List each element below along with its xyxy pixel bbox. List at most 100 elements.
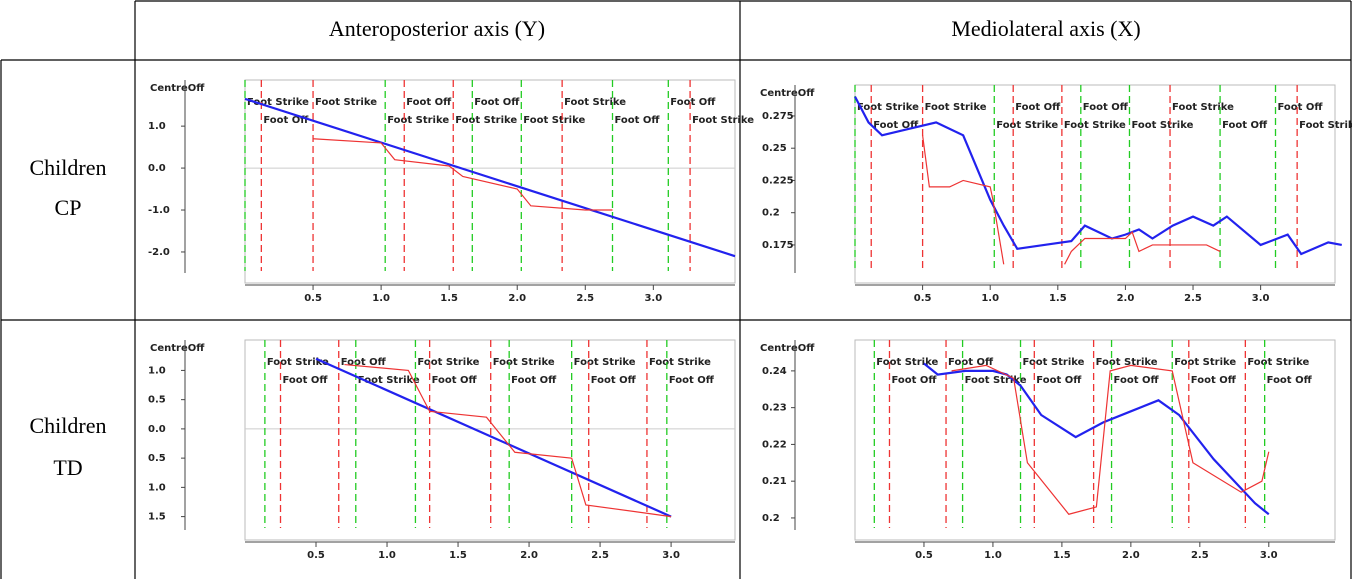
y-tick-label: 1.0 <box>148 365 166 376</box>
event-label: Foot Strike <box>315 97 377 108</box>
event-label: Foot Off <box>432 375 478 386</box>
event-label: Foot Strike <box>1131 120 1193 131</box>
event-label: Foot Off <box>615 115 661 126</box>
column-header: Anteroposterior axis (Y) <box>329 16 545 41</box>
event-label: Foot Strike <box>455 115 517 126</box>
row-label: TD <box>53 455 82 480</box>
x-tick-label: 2.5 <box>576 293 594 304</box>
series-line <box>922 135 1221 265</box>
x-tick-label: 2.0 <box>1122 550 1140 561</box>
y-tick-label: 1.5 <box>148 512 166 523</box>
series-line <box>344 363 672 518</box>
column-header: Mediolateral axis (X) <box>951 16 1140 41</box>
y-tick-label: 0.22 <box>762 439 787 450</box>
x-tick-label: 0.5 <box>914 293 932 304</box>
event-label: Foot Strike <box>417 357 479 368</box>
event-label: Foot Off <box>406 97 452 108</box>
x-tick-label: 1.5 <box>1053 550 1071 561</box>
row-label: CP <box>55 195 82 220</box>
event-label: Foot Off <box>511 375 557 386</box>
series-line <box>313 138 613 211</box>
x-tick-label: 1.0 <box>984 550 1002 561</box>
x-tick-label: 2.0 <box>1117 293 1135 304</box>
event-label: Foot Strike <box>996 120 1058 131</box>
y-tick-label: 0.25 <box>762 143 787 154</box>
event-label: Foot Off <box>1191 375 1237 386</box>
row-label: Children <box>30 155 107 180</box>
y-tick-label: 0.0 <box>148 424 166 435</box>
event-label: Foot Strike <box>574 357 636 368</box>
y-tick-label: 0.225 <box>762 175 794 186</box>
event-label: Foot Off <box>283 375 329 386</box>
event-label: Foot Strike <box>857 102 919 113</box>
event-label: Foot Off <box>1222 120 1268 131</box>
event-label: Foot Off <box>341 357 387 368</box>
x-tick-label: 2.5 <box>1191 550 1209 561</box>
series-line <box>923 362 1270 516</box>
event-label: Foot Off <box>891 375 937 386</box>
y-axis-label: CentreOff <box>760 88 815 99</box>
y-tick-label: 0.21 <box>762 476 787 487</box>
x-tick-label: 0.5 <box>304 293 322 304</box>
x-tick-label: 1.0 <box>981 293 999 304</box>
plot-frame <box>244 79 736 284</box>
x-tick-label: 3.0 <box>662 550 680 561</box>
event-label: Foot Strike <box>493 357 555 368</box>
event-label: Foot Strike <box>247 97 309 108</box>
plot-frame <box>854 84 1336 284</box>
event-label: Foot Off <box>948 357 994 368</box>
event-label: Foot Strike <box>1174 357 1236 368</box>
row-label: Children <box>30 413 107 438</box>
y-tick-label: 0.24 <box>762 366 787 377</box>
y-tick-label: -2.0 <box>148 247 170 258</box>
event-label: Foot Off <box>873 120 919 131</box>
x-tick-label: 0.5 <box>307 550 325 561</box>
event-label: Foot Off <box>670 97 716 108</box>
event-label: Foot Strike <box>523 115 585 126</box>
x-tick-label: 3.0 <box>1260 550 1278 561</box>
event-label: Foot Strike <box>1096 357 1158 368</box>
y-axis-label: CentreOff <box>150 83 205 94</box>
event-label: Foot Strike <box>1023 357 1085 368</box>
event-label: Foot Off <box>1036 375 1082 386</box>
x-tick-label: 3.0 <box>1252 293 1270 304</box>
y-tick-label: 0.275 <box>762 111 794 122</box>
event-label: Foot Strike <box>692 115 754 126</box>
x-tick-label: 0.5 <box>915 550 933 561</box>
event-label: Foot Strike <box>876 357 938 368</box>
x-tick-label: 2.5 <box>591 550 609 561</box>
x-tick-label: 1.5 <box>449 550 467 561</box>
event-label: Foot Off <box>669 375 715 386</box>
event-label: Foot Strike <box>1247 357 1309 368</box>
y-tick-label: 0.23 <box>762 403 787 414</box>
event-label: Foot Strike <box>1299 120 1352 131</box>
plot-frame <box>244 339 736 541</box>
event-label: Foot Off <box>474 97 520 108</box>
x-tick-label: 2.5 <box>1184 293 1202 304</box>
y-tick-label: 0.0 <box>148 163 166 174</box>
x-tick-label: 2.0 <box>508 293 526 304</box>
event-label: Foot Strike <box>564 97 626 108</box>
event-label: Foot Strike <box>358 375 420 386</box>
event-label: Foot Strike <box>267 357 329 368</box>
y-tick-label: 0.5 <box>148 453 166 464</box>
event-label: Foot Off <box>1083 102 1129 113</box>
x-tick-label: 1.0 <box>378 550 396 561</box>
series-line <box>315 357 672 518</box>
y-tick-label: 0.2 <box>762 208 780 219</box>
series-line <box>244 97 736 258</box>
x-tick-label: 1.5 <box>440 293 458 304</box>
event-label: Foot Off <box>1015 102 1061 113</box>
y-tick-label: 0.175 <box>762 240 794 251</box>
event-label: Foot Strike <box>925 102 987 113</box>
x-tick-label: 3.0 <box>644 293 662 304</box>
y-tick-label: 0.2 <box>762 513 780 524</box>
y-tick-label: 0.5 <box>148 395 166 406</box>
event-label: Foot Off <box>1114 375 1160 386</box>
y-tick-label: 1.0 <box>148 121 166 132</box>
event-label: Foot Off <box>591 375 637 386</box>
event-label: Foot Strike <box>387 115 449 126</box>
event-label: Foot Strike <box>649 357 711 368</box>
